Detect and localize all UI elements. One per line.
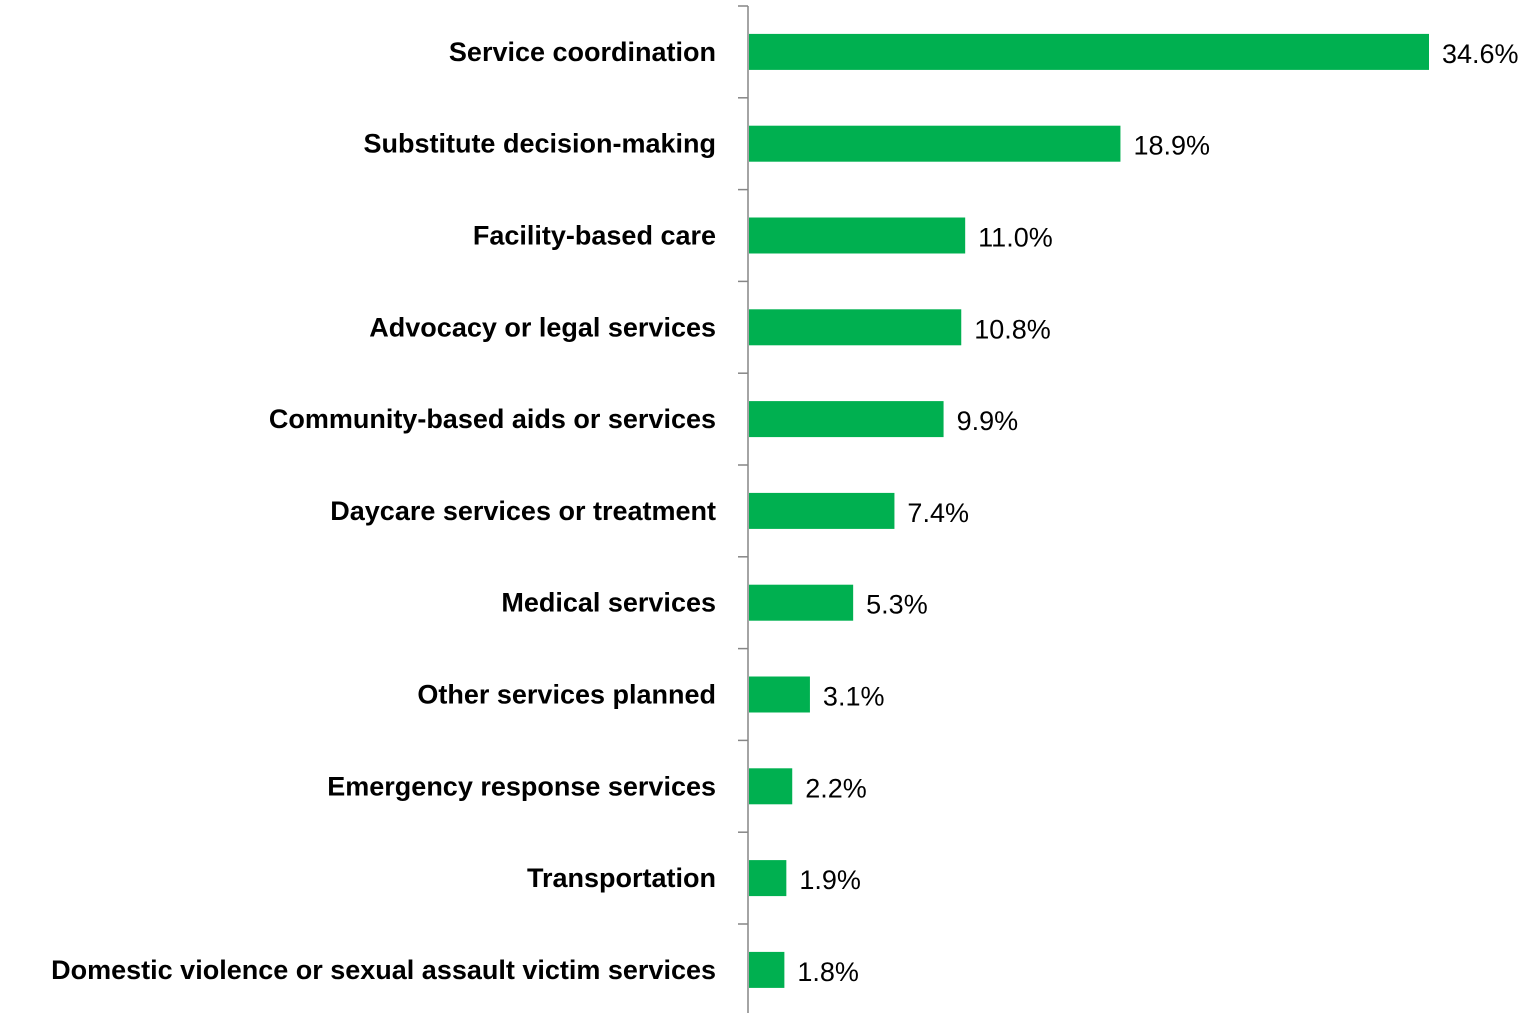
category-label: Service coordination [449,37,716,67]
bars-group [749,33,1429,988]
value-label: 2.2% [805,773,867,803]
bar [749,125,1121,162]
category-label: Medical services [501,588,716,618]
value-label: 9.9% [957,406,1019,436]
category-label: Community-based aids or services [269,404,716,434]
category-label: Advocacy or legal services [369,312,716,342]
value-label: 1.8% [797,957,859,987]
category-label: Transportation [527,863,716,893]
value-label: 7.4% [907,498,969,528]
value-label: 18.9% [1133,131,1210,161]
category-labels: Service coordination Substitute decision-… [51,37,716,985]
bar [749,217,966,254]
value-label: 11.0% [978,223,1053,253]
bar [749,401,944,438]
value-label: 10.8% [974,314,1051,344]
value-label: 1.9% [799,865,861,895]
category-label: Emergency response services [327,771,716,801]
bar [749,951,785,988]
value-label: 34.6% [1442,39,1519,69]
bar [749,492,895,529]
bar [749,584,854,621]
value-label: 3.1% [823,682,885,712]
category-label: Facility-based care [473,221,716,251]
category-label: Other services planned [417,680,716,710]
category-label: Substitute decision-making [363,129,716,159]
bar [749,676,810,713]
bar [749,309,962,346]
category-label: Domestic violence or sexual assault vict… [51,955,716,985]
bar [749,860,787,897]
value-label: 5.3% [866,590,928,620]
bar [749,768,793,805]
category-label: Daycare services or treatment [330,496,716,526]
category-axis [738,5,749,1013]
value-labels: 34.6% 18.9% 11.0% 10.8% 9.9% 7.4% 5.3% 3.1% 2.2%… [797,39,1518,987]
bar [749,33,1429,70]
